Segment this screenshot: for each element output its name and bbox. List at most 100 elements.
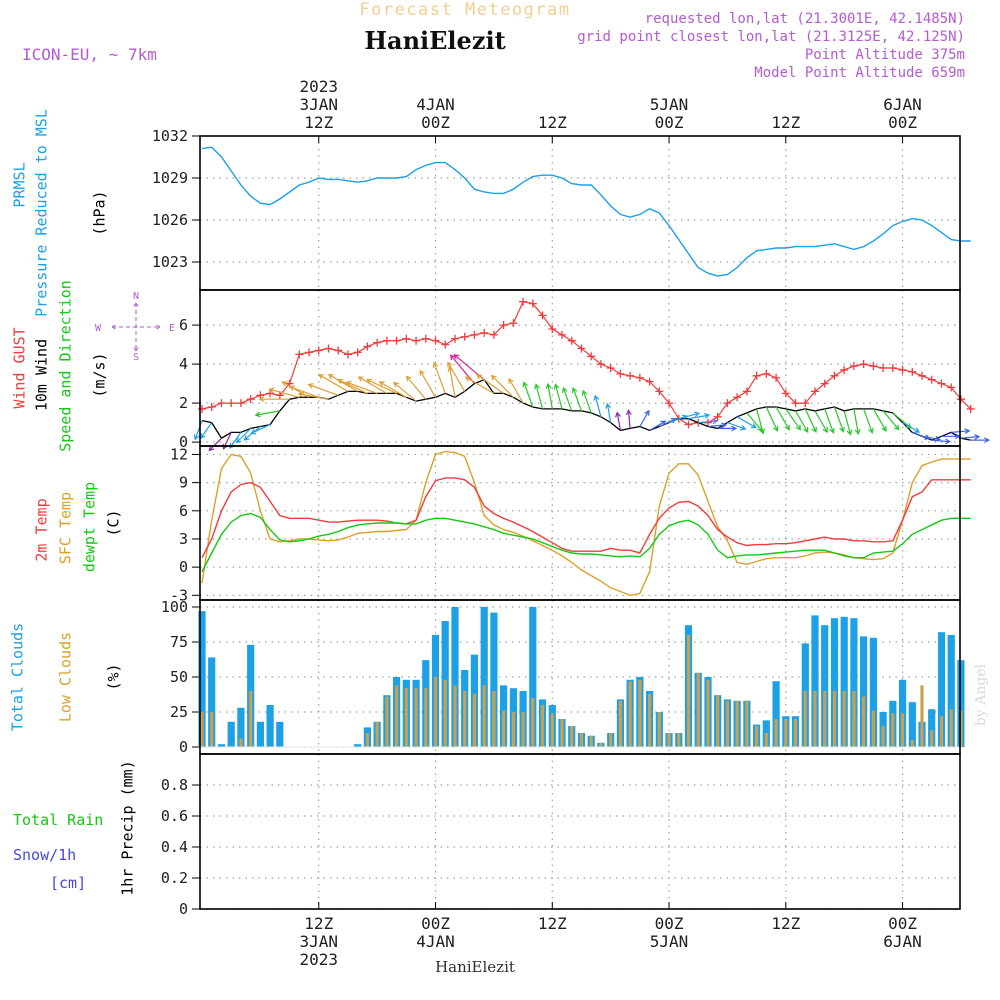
temp-2m-line	[201, 477, 971, 559]
precip-label: 1hr Precip (mm)	[119, 760, 137, 895]
wind-arrow	[447, 361, 466, 392]
gust-marker	[791, 399, 800, 408]
low-cloud-bar	[842, 691, 846, 747]
wind-arrow	[405, 375, 427, 400]
pressure-unit: (hPa)	[91, 190, 109, 235]
low-cloud-bar	[628, 681, 632, 747]
gust-marker	[509, 319, 518, 328]
wind-arrow	[605, 402, 612, 423]
gust-marker	[460, 332, 469, 341]
y-tick-label: 1023	[152, 253, 188, 271]
low-cloud-bar	[395, 685, 399, 747]
low-cloud-bar	[424, 688, 428, 747]
temp-sfc-label: SFC Temp	[57, 492, 75, 564]
total-cloud-bar	[850, 618, 858, 747]
panel-frame	[199, 135, 961, 291]
wind-arrow	[254, 410, 280, 418]
wind-arrow	[931, 438, 952, 445]
top-time-label: 2023	[299, 77, 338, 96]
wind-arrow	[571, 386, 583, 412]
y-tick-label: 2	[179, 394, 188, 412]
bottom-time-label: 5JAN	[650, 932, 689, 951]
gust-marker	[898, 365, 907, 374]
gust-marker	[742, 387, 751, 396]
wind-arrow	[288, 385, 320, 398]
dewpoint-line	[201, 512, 971, 573]
low-cloud-bar	[443, 679, 447, 747]
total-cloud-bar	[860, 636, 868, 747]
gust-marker	[849, 362, 858, 371]
gust-marker	[879, 364, 888, 372]
low-cloud-bar	[570, 726, 574, 747]
low-cloud-bar	[852, 691, 856, 747]
y-tick-label: 3	[179, 530, 188, 548]
low-cloud-bar	[813, 691, 817, 747]
gust-marker	[606, 364, 615, 372]
watermark: by Angel	[973, 663, 989, 726]
wind-arrow	[432, 361, 446, 394]
compass-e: E	[169, 323, 175, 334]
wind-arrow	[345, 380, 378, 394]
y-tick-label: 25	[170, 703, 188, 721]
wind-unit: (m/s)	[91, 352, 109, 397]
low-cloud-bar	[365, 733, 369, 747]
total-cloud-bar	[354, 744, 362, 747]
low-cloud-bar	[414, 688, 418, 747]
y-tick-label: 0	[179, 738, 188, 756]
low-cloud-bar	[249, 691, 253, 747]
legend-snow-unit: [cm]	[50, 874, 86, 892]
wind-arrow	[615, 411, 621, 431]
compass-arrows	[111, 302, 161, 352]
low-cloud-bar	[482, 685, 486, 747]
low-cloud-bar	[793, 719, 798, 747]
total-cloud-bar	[198, 611, 206, 747]
total-cloud-bar	[276, 721, 284, 747]
top-time-label: 4JAN	[416, 95, 455, 114]
top-time-label: 5JAN	[650, 95, 689, 114]
wind-arrow	[490, 374, 514, 398]
wind-arrow	[794, 410, 809, 434]
gust-marker	[489, 330, 498, 339]
total-cloud-bar	[821, 625, 829, 747]
wind-arrow	[545, 382, 553, 410]
gust-marker	[470, 330, 479, 339]
wind-arrow	[804, 408, 817, 434]
low-cloud-bar	[920, 685, 924, 747]
top-time-label: 00Z	[421, 113, 450, 132]
low-cloud-bar	[725, 700, 729, 747]
wind-arrow	[882, 410, 900, 431]
y-tick-label: 0	[179, 558, 188, 576]
wind-arrow	[698, 418, 719, 425]
gust-marker	[324, 344, 333, 353]
y-tick-label: 0.4	[161, 838, 188, 856]
gust-marker	[859, 360, 868, 369]
y-tick-label: 75	[170, 633, 188, 651]
y-tick-label: 0	[179, 433, 188, 451]
bottom-time-label: 00Z	[655, 914, 684, 933]
top-time-label: 00Z	[888, 113, 917, 132]
gust-marker	[305, 348, 314, 357]
wind-speed-line	[201, 378, 971, 441]
temp-unit: (C)	[105, 509, 123, 536]
low-cloud-bar	[803, 691, 807, 747]
total-cloud-bar	[529, 607, 537, 747]
gust-marker	[558, 330, 567, 339]
low-cloud-bar	[511, 712, 515, 747]
wind-arrow	[688, 412, 711, 420]
wind-arrow	[872, 408, 887, 432]
low-cloud-bar	[706, 679, 710, 747]
wind-arrow	[297, 391, 329, 400]
gust-marker	[713, 412, 722, 421]
bottom-time-label: 2023	[299, 950, 338, 969]
bottom-time-label: 12Z	[538, 914, 567, 933]
footer-station: HaniElezit	[435, 958, 515, 976]
panel-frame	[199, 289, 961, 447]
gust-line	[201, 301, 972, 426]
total-cloud-bar	[947, 635, 955, 747]
temp-2m-label: 2m Temp	[33, 498, 51, 561]
top-time-label: 12Z	[771, 113, 800, 132]
total-cloud-bar	[208, 657, 216, 747]
panel-frame	[199, 445, 961, 601]
wind-arrow	[902, 422, 921, 433]
